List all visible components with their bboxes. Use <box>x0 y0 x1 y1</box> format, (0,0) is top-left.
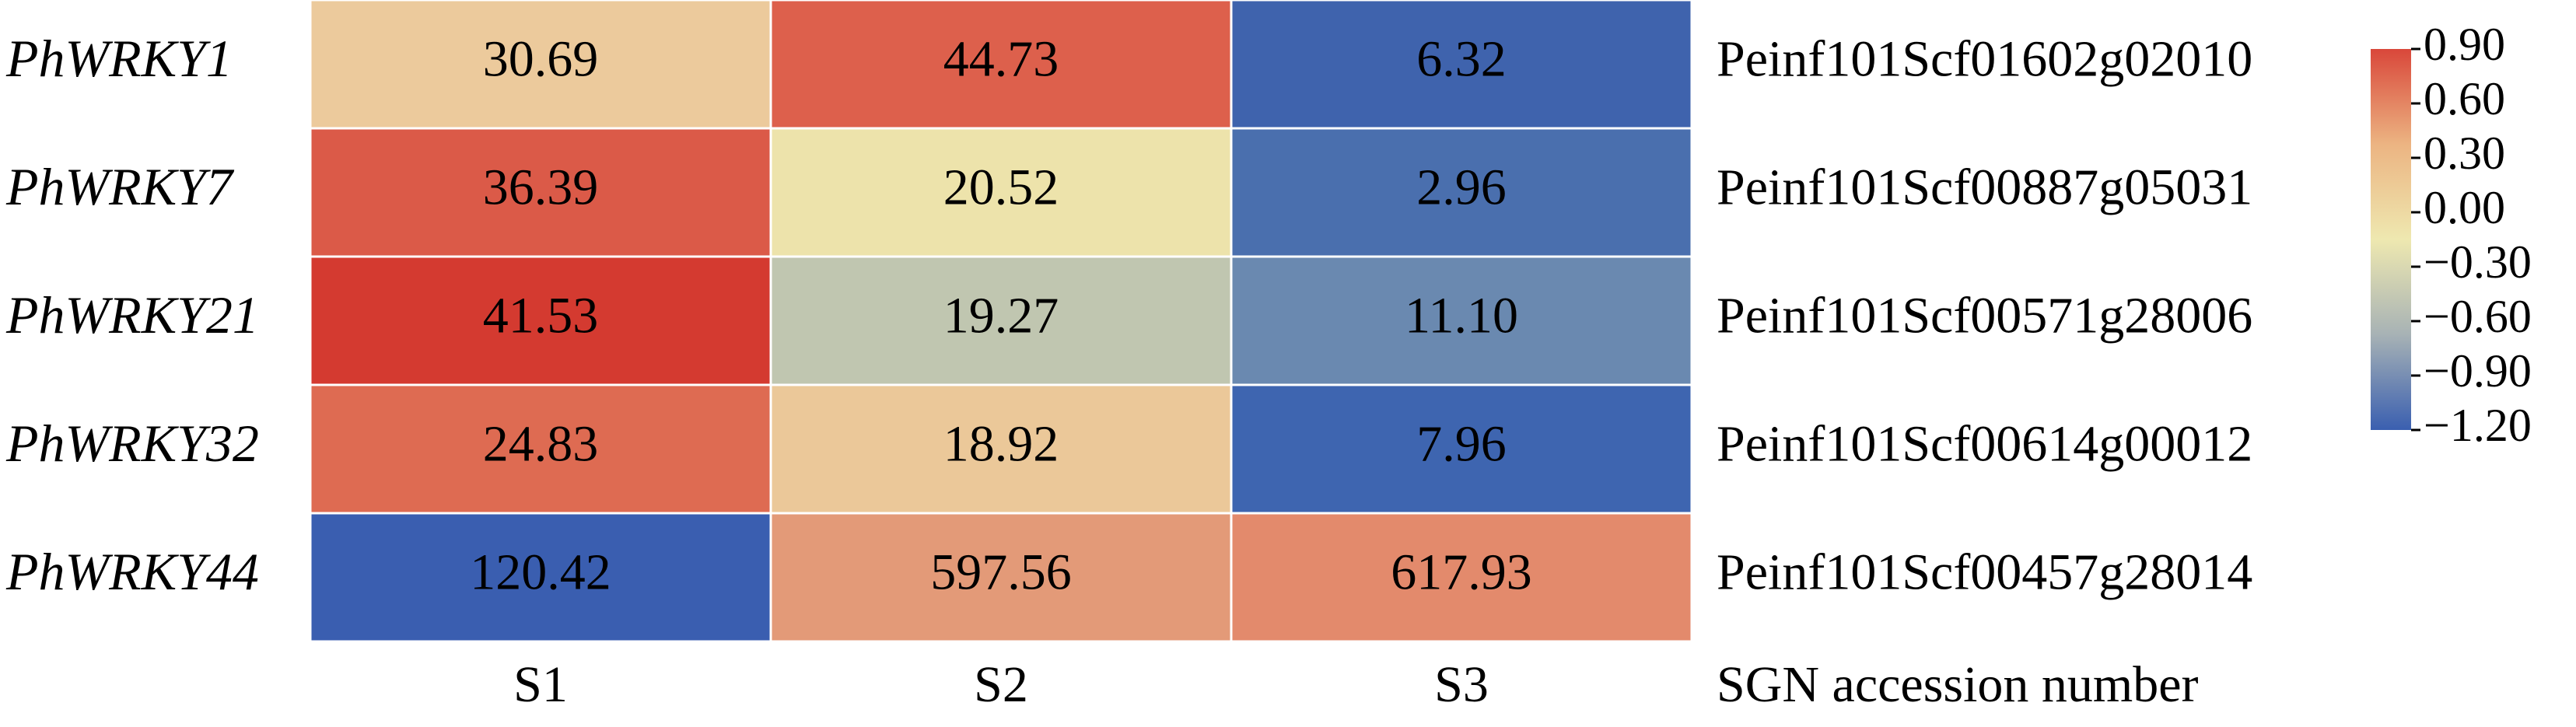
cell-value: 7.96 <box>1416 416 1507 473</box>
heatmap-cell <box>769 0 1233 130</box>
heatmap-cell <box>309 127 772 258</box>
accession-label: Peinf101Scf00614g00012 <box>1717 416 2252 473</box>
cell-value: 6.32 <box>1416 31 1507 88</box>
accession-label: Peinf101Scf00457g28014 <box>1717 544 2252 601</box>
colorbar-tick-label: 0.60 <box>2424 73 2505 124</box>
colorbar-tick-label: −0.30 <box>2424 236 2532 288</box>
colorbar-tick-label: −1.20 <box>2424 400 2532 451</box>
heatmap-cell <box>1230 127 1693 258</box>
heatmap-cell <box>769 127 1233 258</box>
accession-label: Peinf101Scf00887g05031 <box>1717 159 2252 216</box>
column-label: S1 <box>513 656 568 713</box>
heatmap-cell <box>309 512 772 643</box>
accession-title: SGN accession number <box>1717 656 2199 713</box>
cell-value: 18.92 <box>943 416 1059 473</box>
row-label: PhWRKY21 <box>5 285 259 344</box>
cell-value: 2.96 <box>1416 159 1507 216</box>
heatmap-cell <box>309 383 772 515</box>
heatmap-cell <box>1230 0 1693 130</box>
row-label: PhWRKY7 <box>5 157 235 216</box>
heatmap-cell <box>309 0 772 130</box>
cell-value: 11.10 <box>1405 288 1518 344</box>
row-label: PhWRKY1 <box>5 29 233 88</box>
colorbar <box>2371 49 2411 430</box>
column-label: S3 <box>1434 656 1489 713</box>
cell-value: 19.27 <box>943 288 1059 344</box>
cell-value: 41.53 <box>483 288 599 344</box>
cell-value: 597.56 <box>930 544 1072 601</box>
cell-value: 617.93 <box>1391 544 1532 601</box>
accession-label: Peinf101Scf00571g28006 <box>1717 288 2252 344</box>
accession-label: Peinf101Scf01602g02010 <box>1717 31 2252 88</box>
cell-value: 24.83 <box>483 416 599 473</box>
cell-value: 20.52 <box>943 159 1059 216</box>
heatmap-cell <box>769 512 1233 643</box>
row-label: PhWRKY44 <box>5 542 259 601</box>
cell-value: 44.73 <box>943 31 1059 88</box>
heatmap-cell <box>769 383 1233 515</box>
colorbar-tick-label: 0.00 <box>2424 182 2505 233</box>
colorbar-tick-label: −0.90 <box>2424 345 2532 397</box>
row-label: PhWRKY32 <box>5 414 259 473</box>
column-label: S2 <box>974 656 1028 713</box>
heatmap-cell <box>309 255 772 386</box>
colorbar-tick-label: 0.90 <box>2424 19 2505 70</box>
cell-value: 36.39 <box>483 159 599 216</box>
heatmap-cell <box>1230 512 1693 643</box>
cell-value: 30.69 <box>483 31 599 88</box>
heatmap-cell <box>1230 383 1693 515</box>
cell-value: 120.42 <box>470 544 611 601</box>
colorbar-tick-label: 0.30 <box>2424 128 2505 179</box>
colorbar-tick-label: −0.60 <box>2424 291 2532 342</box>
